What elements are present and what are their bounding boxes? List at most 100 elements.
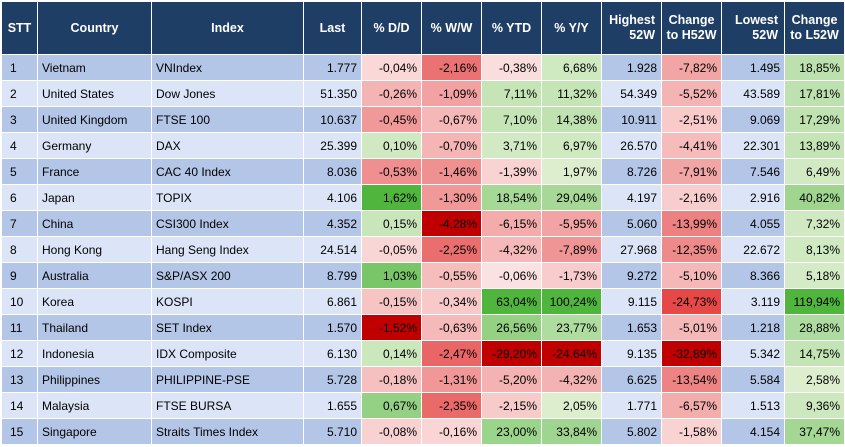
- cell-ytd: -0,06%: [481, 262, 542, 289]
- cell-last: 51.350: [303, 80, 362, 107]
- cell-change-h52w: -2,16%: [661, 184, 722, 211]
- cell-change-l52w: 40,82%: [784, 184, 845, 211]
- cell-index: PHILIPPINE-PSE: [151, 366, 304, 393]
- cell-change-l52w: 17,81%: [784, 80, 845, 107]
- table-row: 8 Hong Kong Hang Seng Index 24.514 -0,05% -2,…: [1, 236, 845, 263]
- cell-ytd: 3,71%: [481, 132, 542, 159]
- cell-yy: 29,04%: [541, 184, 602, 211]
- cell-lowest: 2.916: [721, 184, 785, 211]
- cell-change-h52w: -13,54%: [661, 366, 722, 393]
- header-change-h52w: Change to H52W: [661, 1, 722, 55]
- cell-last: 24.514: [303, 236, 362, 263]
- cell-yy: 11,32%: [541, 80, 602, 107]
- cell-lowest: 5.584: [721, 366, 785, 393]
- header-ww: % W/W: [421, 1, 482, 55]
- cell-last: 25.399: [303, 132, 362, 159]
- cell-ytd: 63,04%: [481, 288, 542, 315]
- cell-change-l52w: 8,13%: [784, 236, 845, 263]
- cell-change-h52w: -4,41%: [661, 132, 722, 159]
- cell-change-l52w: 14,75%: [784, 340, 845, 367]
- cell-lowest: 22.301: [721, 132, 785, 159]
- cell-change-h52w: -7,91%: [661, 158, 722, 185]
- cell-ww: -1,31%: [421, 366, 482, 393]
- cell-dd: 0,15%: [361, 210, 422, 237]
- cell-lowest: 1.495: [721, 54, 785, 81]
- cell-change-h52w: -32,89%: [661, 340, 722, 367]
- cell-index: KOSPI: [151, 288, 304, 315]
- cell-ytd: -6,15%: [481, 210, 542, 237]
- cell-highest: 1.653: [601, 314, 662, 341]
- cell-change-h52w: -24,73%: [661, 288, 722, 315]
- cell-stt: 1: [1, 54, 38, 81]
- cell-lowest: 22.672: [721, 236, 785, 263]
- cell-change-l52w: 28,88%: [784, 314, 845, 341]
- cell-country: Japan: [37, 184, 152, 211]
- cell-change-l52w: 13,89%: [784, 132, 845, 159]
- cell-last: 8.799: [303, 262, 362, 289]
- cell-last: 6.861: [303, 288, 362, 315]
- cell-index: CAC 40 Index: [151, 158, 304, 185]
- header-highest: Highest 52W: [601, 1, 662, 55]
- cell-dd: -1,52%: [361, 314, 422, 341]
- cell-change-l52w: 17,29%: [784, 106, 845, 133]
- table-row: 13 Philippines PHILIPPINE-PSE 5.728 -0,18% -1…: [1, 366, 845, 393]
- cell-yy: 14,38%: [541, 106, 602, 133]
- cell-lowest: 9.069: [721, 106, 785, 133]
- cell-yy: 2,05%: [541, 392, 602, 419]
- cell-country: Germany: [37, 132, 152, 159]
- cell-index: S&P/ASX 200: [151, 262, 304, 289]
- cell-country: Hong Kong: [37, 236, 152, 263]
- cell-ytd: 18,54%: [481, 184, 542, 211]
- cell-ww: -2,47%: [421, 340, 482, 367]
- header-stt: STT: [1, 1, 38, 55]
- cell-dd: 0,14%: [361, 340, 422, 367]
- cell-stt: 6: [1, 184, 38, 211]
- cell-highest: 1.928: [601, 54, 662, 81]
- header-index: Index: [151, 1, 304, 55]
- cell-ytd: -4,32%: [481, 236, 542, 263]
- cell-yy: 33,84%: [541, 418, 602, 445]
- table-row: 6 Japan TOPIX 4.106 1,62% -1,30% 18,54% 29,04% 4…: [1, 184, 845, 211]
- cell-country: Singapore: [37, 418, 152, 445]
- cell-ytd: -0,38%: [481, 54, 542, 81]
- cell-ww: -0,16%: [421, 418, 482, 445]
- cell-highest: 9.135: [601, 340, 662, 367]
- cell-yy: 23,77%: [541, 314, 602, 341]
- cell-ww: -0,70%: [421, 132, 482, 159]
- cell-lowest: 8.366: [721, 262, 785, 289]
- cell-country: Thailand: [37, 314, 152, 341]
- cell-highest: 26.570: [601, 132, 662, 159]
- cell-country: France: [37, 158, 152, 185]
- cell-change-l52w: 37,47%: [784, 418, 845, 445]
- cell-yy: -4,32%: [541, 366, 602, 393]
- cell-lowest: 1.513: [721, 392, 785, 419]
- cell-change-l52w: 119,94%: [784, 288, 845, 315]
- cell-last: 4.106: [303, 184, 362, 211]
- cell-stt: 9: [1, 262, 38, 289]
- cell-highest: 5.802: [601, 418, 662, 445]
- cell-stt: 10: [1, 288, 38, 315]
- header-yy: % Y/Y: [541, 1, 602, 55]
- cell-index: FTSE 100: [151, 106, 304, 133]
- header-dd: % D/D: [361, 1, 422, 55]
- table-row: 12 Indonesia IDX Composite 6.130 0,14% -2,47%…: [1, 340, 845, 367]
- cell-ytd: -2,15%: [481, 392, 542, 419]
- cell-ytd: 23,00%: [481, 418, 542, 445]
- cell-country: United Kingdom: [37, 106, 152, 133]
- cell-stt: 5: [1, 158, 38, 185]
- header-change-l52w: Change to L52W: [784, 1, 845, 55]
- cell-country: Korea: [37, 288, 152, 315]
- cell-dd: -0,26%: [361, 80, 422, 107]
- header-ytd: % YTD: [481, 1, 542, 55]
- cell-lowest: 4.154: [721, 418, 785, 445]
- cell-dd: -0,53%: [361, 158, 422, 185]
- cell-ww: -1,30%: [421, 184, 482, 211]
- cell-last: 4.352: [303, 210, 362, 237]
- cell-country: Australia: [37, 262, 152, 289]
- cell-yy: -1,73%: [541, 262, 602, 289]
- cell-index: VNIndex: [151, 54, 304, 81]
- cell-yy: 1,97%: [541, 158, 602, 185]
- cell-ww: -0,34%: [421, 288, 482, 315]
- cell-change-h52w: -6,57%: [661, 392, 722, 419]
